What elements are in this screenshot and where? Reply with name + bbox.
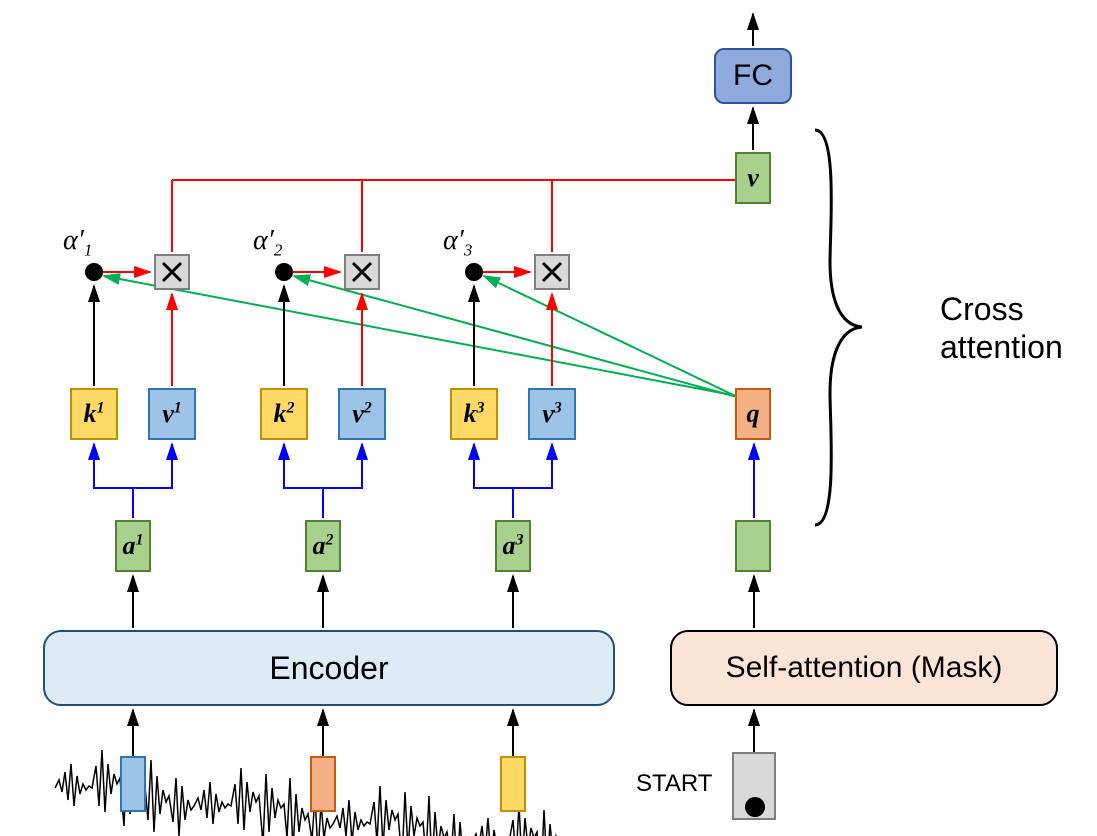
v-out-label: v: [747, 163, 759, 193]
cross-attention-label: Cross attention: [940, 290, 1063, 367]
mult-2: [344, 254, 380, 290]
alpha1-label: α′1: [63, 225, 92, 261]
v3-label: v3: [542, 399, 562, 429]
fc-block: FC: [714, 48, 792, 104]
v2-block: v2: [338, 388, 386, 440]
encoder-label: Encoder: [269, 650, 388, 687]
mult-1: [154, 254, 190, 290]
a1-label: a1: [123, 531, 144, 561]
a3-label: a3: [503, 531, 524, 561]
a2-label: a2: [313, 531, 334, 561]
k3-label: k3: [464, 399, 485, 429]
k2-label: k2: [274, 399, 295, 429]
k1-block: k1: [70, 388, 118, 440]
wave-rect-2: [310, 756, 336, 812]
fc-label: FC: [733, 59, 773, 93]
wave-rect-1: [120, 756, 146, 812]
alpha3-label: α′3: [443, 225, 472, 261]
a2-block: a2: [305, 520, 341, 572]
v1-label: v1: [162, 399, 182, 429]
k2-block: k2: [260, 388, 308, 440]
a1-block: a1: [115, 520, 151, 572]
decoder-hidden-block: [735, 520, 771, 572]
a3-block: a3: [495, 520, 531, 572]
v3-block: v3: [528, 388, 576, 440]
start-label: START: [636, 770, 712, 798]
self-attention-block: Self-attention (Mask): [670, 630, 1058, 706]
alpha2-label: α′2: [253, 225, 282, 261]
k3-block: k3: [450, 388, 498, 440]
k1-label: k1: [84, 399, 105, 429]
encoder-block: Encoder: [43, 630, 615, 706]
alpha3-dot: [465, 263, 483, 281]
diagram-stage: Encoder Self-attention (Mask) FC a1 a2 a…: [0, 0, 1097, 836]
v2-label: v2: [352, 399, 372, 429]
start-token-dot: [745, 797, 765, 817]
brace: [815, 130, 862, 525]
q-label: q: [747, 399, 760, 429]
v-out-block: v: [735, 152, 771, 204]
alpha1-dot: [85, 263, 103, 281]
self-attention-label: Self-attention (Mask): [726, 651, 1003, 685]
v1-block: v1: [148, 388, 196, 440]
q-block: q: [735, 388, 771, 440]
wave-rect-3: [500, 756, 526, 812]
alpha2-dot: [275, 263, 293, 281]
mult-3: [534, 254, 570, 290]
